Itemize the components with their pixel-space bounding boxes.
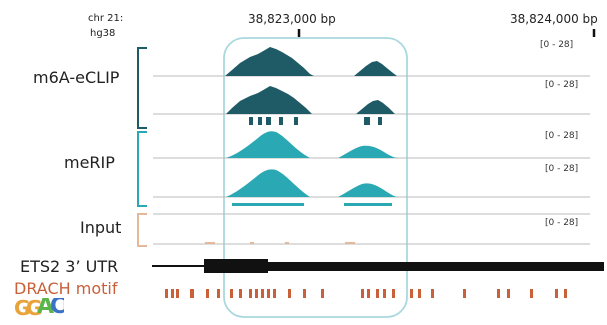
merip-range-2: [0 - 28]: [545, 164, 579, 174]
motif-site: [190, 289, 194, 298]
m6a-site-marker: [294, 117, 298, 125]
merip-peak-region: [344, 203, 392, 206]
motif-site: [376, 289, 379, 298]
motif-site: [418, 289, 421, 298]
logo-letter-c: C: [50, 298, 64, 319]
m6a-site-marker: [378, 117, 382, 125]
gene-track-label: ETS2 3’ UTR: [20, 257, 119, 276]
motif-site: [303, 289, 306, 298]
drach-motif-sites: [165, 289, 567, 298]
bracket-input: [137, 213, 147, 247]
motif-site: [410, 289, 413, 298]
motif-site: [392, 289, 395, 298]
motif-site: [530, 289, 533, 298]
merip-track-2-peaks: [226, 169, 398, 197]
motif-site: [255, 289, 258, 298]
m6a-site-marker: [258, 117, 262, 125]
gene-utr-body: [268, 262, 604, 271]
input-track-signal: [205, 242, 355, 244]
m6a-track-2-peaks: [226, 86, 395, 114]
motif-site: [431, 289, 434, 298]
ets2-gene-model: [152, 259, 604, 273]
motif-site: [261, 289, 264, 298]
motif-site: [288, 289, 291, 298]
m6a-site-marker: [364, 117, 370, 125]
motif-site: [321, 289, 324, 298]
motif-site: [230, 289, 233, 298]
motif-site: [267, 289, 270, 298]
motif-site: [249, 289, 252, 298]
m6a-site-marker: [266, 117, 271, 125]
motif-site: [564, 289, 567, 298]
merip-track-1-peaks: [226, 131, 398, 158]
logo-letter-g2: G: [26, 298, 43, 320]
m6a-site-marker: [249, 117, 253, 125]
motif-site: [463, 289, 466, 298]
assembly-label: hg38: [90, 28, 116, 39]
m6a-site-markers: [249, 117, 382, 125]
motif-site: [507, 289, 510, 298]
logo-letter-u: U: [62, 298, 64, 320]
motif-site: [555, 289, 558, 298]
motif-site: [367, 289, 370, 298]
m6a-track-1-peaks: [225, 47, 397, 76]
motif-site: [361, 289, 364, 298]
bracket-m6a: [137, 47, 147, 129]
coord-right-label: 38,824,000 bp: [510, 12, 598, 26]
input-track-label: Input: [80, 218, 122, 237]
logo-letter-a: A: [37, 298, 55, 319]
motif-site: [273, 289, 276, 298]
motif-site: [239, 289, 242, 298]
m6a-range-2: [0 - 28]: [545, 80, 579, 90]
motif-site: [383, 289, 386, 298]
motif-site: [176, 289, 179, 298]
m6a-site-marker: [279, 117, 283, 125]
motif-site: [217, 289, 220, 298]
bracket-merip: [137, 131, 147, 207]
merip-range-1: [0 - 28]: [545, 131, 579, 141]
m6a-range-1: [0 - 28]: [540, 40, 574, 50]
motif-site: [206, 289, 209, 298]
merip-peak-region: [232, 203, 304, 206]
motif-site: [171, 289, 174, 298]
chromosome-label: chr 21:: [88, 13, 124, 24]
m6a-track-label: m6A-eCLIP: [33, 68, 120, 87]
motif-sequence-logo: G G A C U: [14, 298, 64, 324]
gene-utr-start: [204, 259, 268, 273]
merip-track-label: meRIP: [64, 153, 115, 172]
motif-site: [165, 289, 168, 298]
coord-left-label: 38,823,000 bp: [248, 12, 336, 26]
input-range-1: [0 - 28]: [545, 218, 579, 228]
highlight-region: [223, 37, 408, 318]
logo-letter-g1: G: [14, 298, 31, 320]
motif-track-label: DRACH motif: [14, 279, 118, 298]
motif-site: [497, 289, 500, 298]
